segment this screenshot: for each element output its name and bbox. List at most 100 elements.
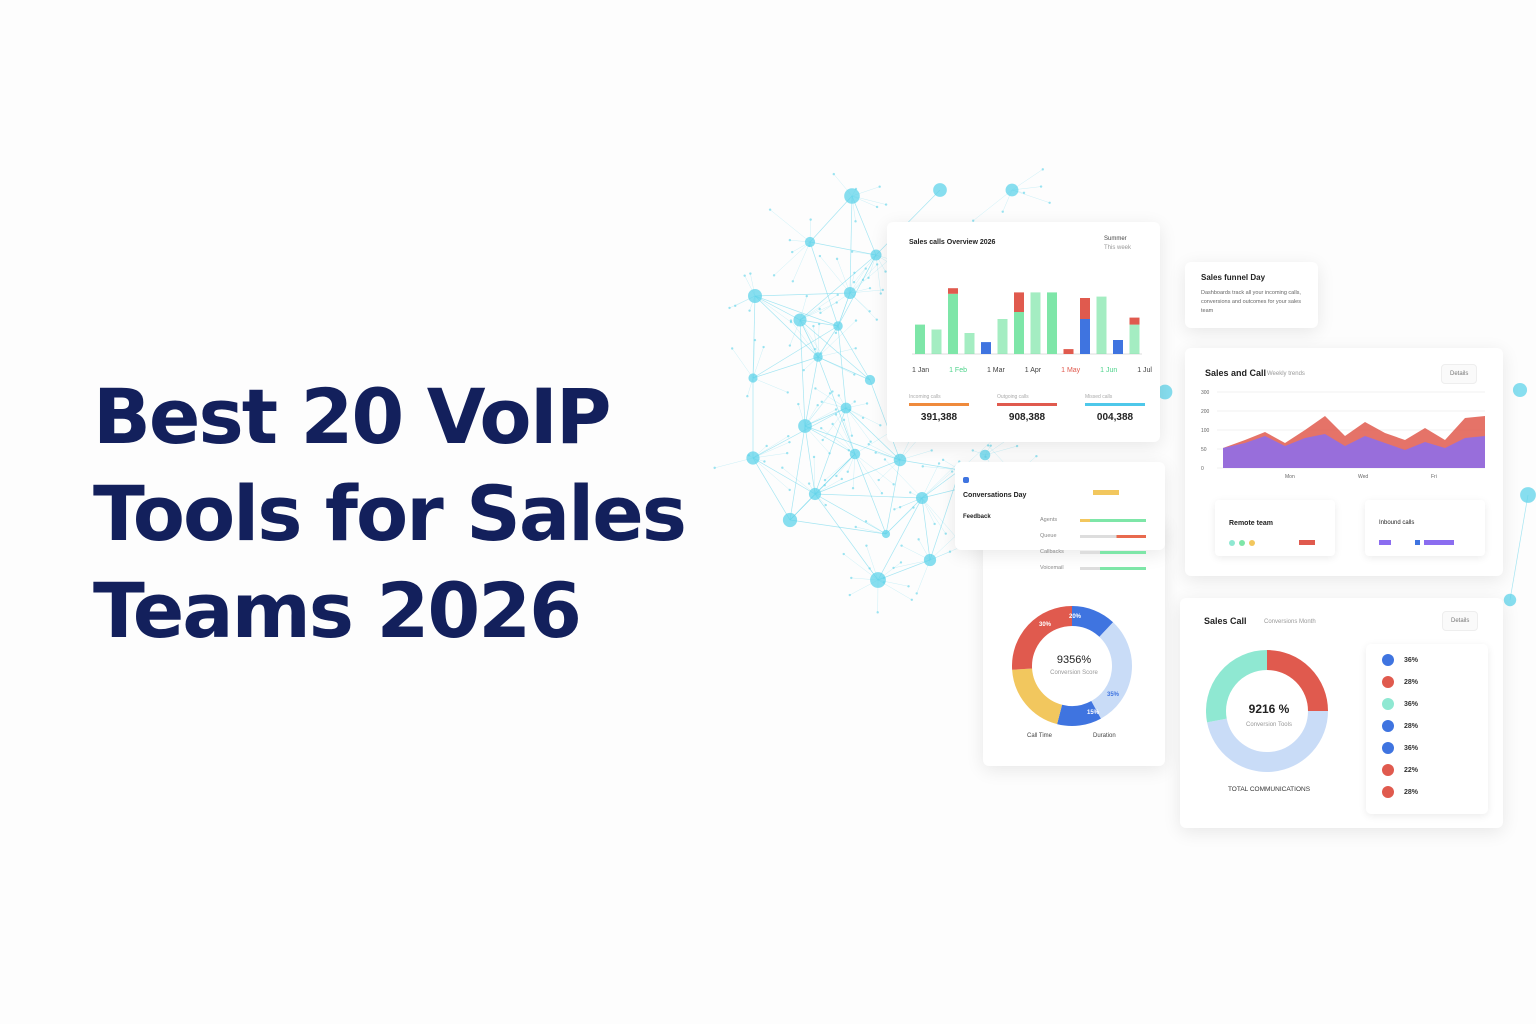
network-node [809, 218, 812, 221]
network-node [749, 272, 752, 275]
network-node [743, 274, 746, 277]
network-node [865, 544, 868, 547]
mini-card: Inbound calls [1365, 500, 1485, 556]
network-node [828, 392, 832, 395]
network-link [877, 497, 923, 581]
area-chart: 300 200 100 50 0 Mon Wed Fri [1201, 390, 1485, 478]
network-node [819, 311, 822, 315]
bar [1030, 292, 1041, 354]
card-title: Sales funnel Day [1201, 273, 1266, 282]
network-node [884, 270, 887, 273]
network-link [849, 292, 877, 320]
network-node [828, 452, 831, 455]
network-link [809, 241, 839, 327]
network-node [852, 281, 856, 284]
card-text: Dashboards track all your incoming calls… [1201, 290, 1301, 314]
network-node [813, 347, 817, 351]
network-node [843, 286, 857, 300]
network-node [879, 424, 882, 427]
donut-segment [1071, 606, 1114, 638]
details-button[interactable]: Details [1441, 364, 1478, 384]
area-series [1223, 434, 1485, 468]
network-node [846, 470, 849, 473]
network-link [921, 497, 931, 561]
legend-dot-icon [1382, 676, 1394, 688]
network-link [824, 453, 856, 481]
bar [1129, 324, 1140, 354]
x-tick-label: 1 Jan [912, 367, 930, 374]
list-row: Agents [1040, 514, 1146, 526]
donut-footer: TOTAL COMMUNICATIONS [1227, 786, 1311, 793]
page-title: Best 20 VoIP Tools for Sales Teams 2026 [93, 368, 687, 659]
network-link [843, 419, 856, 455]
network-node [813, 352, 823, 362]
network-node [861, 416, 865, 420]
network-node [971, 449, 974, 452]
list-row-label: Callbacks [1040, 549, 1064, 555]
network-node [915, 592, 918, 595]
card-corner-sub: This week [1104, 245, 1132, 251]
network-link [752, 346, 764, 379]
network-node [734, 304, 737, 308]
network-node [805, 294, 808, 298]
network-node [835, 474, 838, 478]
network-node [893, 508, 896, 511]
network-link [837, 254, 877, 327]
network-node [814, 387, 817, 390]
network-node [782, 512, 798, 528]
network-node [875, 263, 879, 266]
legend-item: 28% [1382, 720, 1418, 732]
network-link [799, 319, 822, 354]
network-node [879, 292, 882, 295]
legend-dot-icon [1382, 698, 1394, 710]
network-node [854, 347, 857, 350]
network-link [752, 340, 756, 379]
network-link [819, 255, 851, 294]
network-node [915, 491, 929, 505]
donut-chart [1012, 606, 1132, 726]
network-node [1001, 210, 1004, 213]
card-subtitle: Weekly trends [1267, 371, 1305, 377]
network-link [814, 493, 887, 535]
network-link [854, 453, 894, 485]
bar [931, 329, 942, 354]
network-node [854, 525, 857, 529]
network-node [840, 477, 844, 481]
network-link [854, 453, 883, 494]
network-link [845, 407, 871, 442]
network-node [868, 567, 871, 570]
x-tick-label: 1 May [1061, 367, 1081, 374]
network-link [845, 407, 901, 461]
card-corner: Summer [1104, 236, 1127, 242]
stat-value: 391,388 [920, 412, 958, 423]
network-node [820, 426, 823, 430]
mini-card: Remote team [1215, 500, 1335, 556]
network-node [834, 331, 838, 335]
legend-dot-icon [1382, 764, 1394, 776]
network-link [789, 425, 806, 521]
network-node [867, 276, 870, 280]
network-node [1157, 384, 1173, 400]
network-node [899, 561, 903, 564]
network-node [812, 455, 816, 459]
bar [1063, 349, 1074, 354]
network-link [752, 356, 819, 379]
network-link [804, 391, 833, 427]
network-node [1015, 444, 1019, 448]
network-node [748, 289, 762, 303]
list-row-label: Queue [1040, 533, 1057, 539]
network-node [831, 390, 834, 393]
network-node [791, 250, 794, 254]
network-link [869, 379, 901, 461]
network-link [921, 461, 960, 499]
stat-value: 004,388 [1096, 412, 1134, 423]
network-node [730, 347, 734, 350]
donut-segment-label: 15% [1087, 710, 1100, 716]
bar-chart-card: Sales calls Overview 2026 Summer This we… [887, 222, 1160, 442]
network-link [799, 319, 871, 381]
details-button[interactable]: Details [1442, 611, 1479, 631]
donut-segment [1266, 650, 1328, 712]
stat: Outgoing calls 908,388 [997, 394, 1057, 423]
network-link [809, 195, 853, 243]
network-link [752, 457, 791, 521]
